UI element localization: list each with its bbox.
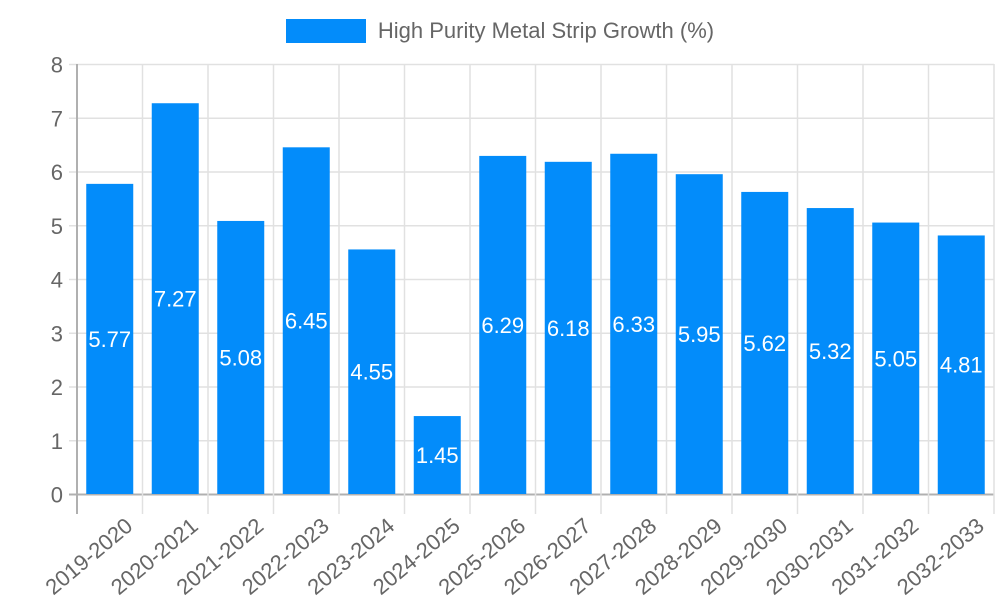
bar[interactable] — [872, 222, 920, 494]
y-tick-label: 0 — [51, 483, 63, 508]
bar[interactable] — [741, 191, 789, 495]
bar[interactable] — [151, 103, 199, 495]
bar[interactable] — [348, 249, 396, 494]
y-tick-label: 3 — [51, 321, 63, 346]
y-tick-label: 8 — [51, 53, 63, 78]
legend-swatch — [285, 19, 366, 43]
bar-value-label: 5.62 — [743, 331, 786, 356]
bar[interactable] — [610, 153, 658, 494]
bar-value-label: 4.81 — [940, 353, 983, 378]
y-tick-label: 5 — [51, 214, 63, 239]
bar[interactable] — [806, 208, 854, 495]
bar[interactable] — [479, 155, 527, 494]
bar-value-label: 7.27 — [154, 287, 197, 312]
y-tick-label: 7 — [51, 106, 63, 131]
bar-value-label: 1.45 — [416, 443, 459, 468]
legend-label: High Purity Metal Strip Growth (%) — [377, 18, 715, 43]
bar[interactable] — [675, 174, 723, 494]
bar-value-label: 5.08 — [219, 345, 262, 370]
y-tick-label: 2 — [51, 375, 63, 400]
bar-value-label: 5.95 — [678, 322, 721, 347]
y-tick-label: 6 — [51, 160, 63, 185]
y-tick-label: 1 — [51, 429, 63, 454]
bar-value-label: 4.55 — [350, 360, 393, 385]
bar[interactable] — [282, 147, 330, 494]
bar[interactable] — [937, 235, 985, 494]
bar-value-label: 5.77 — [88, 327, 131, 352]
bar-value-label: 5.05 — [874, 346, 917, 371]
bar[interactable] — [413, 416, 461, 494]
y-tick-label: 4 — [51, 268, 63, 293]
bar[interactable] — [544, 161, 592, 494]
bar-value-label: 5.32 — [809, 339, 852, 364]
gridlines — [69, 63, 995, 514]
bar-value-label: 6.45 — [285, 309, 328, 334]
bar-value-label: 6.33 — [612, 312, 655, 337]
bar-value-label: 6.18 — [547, 316, 590, 341]
bar-value-label: 6.29 — [481, 313, 524, 338]
bars — [86, 103, 985, 495]
data-labels: 5.77 7.27 5.08 6.45 4.55 1.45 6.29 6.18 6.33 5.95… — [88, 287, 982, 468]
chart-legend[interactable]: High Purity Metal Strip Growth (%) — [0, 18, 1000, 44]
bar[interactable] — [217, 220, 265, 494]
bar[interactable] — [86, 183, 134, 495]
